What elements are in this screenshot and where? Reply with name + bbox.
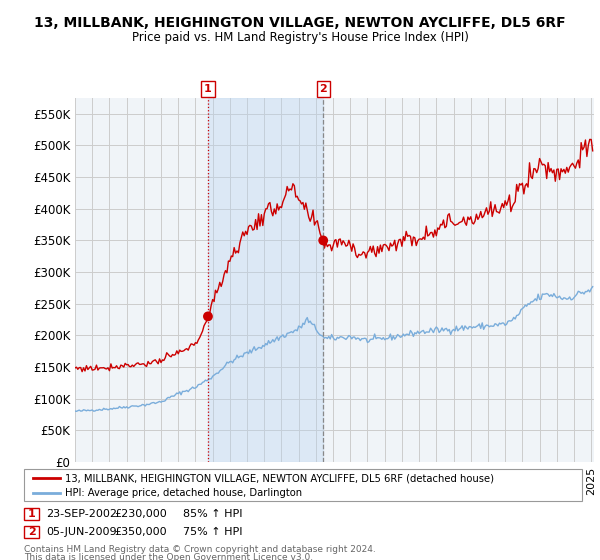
Text: 13, MILLBANK, HEIGHINGTON VILLAGE, NEWTON AYCLIFFE, DL5 6RF: 13, MILLBANK, HEIGHINGTON VILLAGE, NEWTO… <box>34 16 566 30</box>
Text: 75% ↑ HPI: 75% ↑ HPI <box>183 527 242 537</box>
Text: Price paid vs. HM Land Registry's House Price Index (HPI): Price paid vs. HM Land Registry's House … <box>131 31 469 44</box>
Text: 05-JUN-2009: 05-JUN-2009 <box>46 527 117 537</box>
Text: Contains HM Land Registry data © Crown copyright and database right 2024.: Contains HM Land Registry data © Crown c… <box>24 545 376 554</box>
Text: 2: 2 <box>28 527 35 537</box>
Point <box>203 312 213 321</box>
Text: 1: 1 <box>28 509 35 519</box>
Text: £230,000: £230,000 <box>114 509 167 519</box>
Text: 13, MILLBANK, HEIGHINGTON VILLAGE, NEWTON AYCLIFFE, DL5 6RF (detached house): 13, MILLBANK, HEIGHINGTON VILLAGE, NEWTO… <box>65 473 494 483</box>
Text: 2: 2 <box>319 84 327 94</box>
Text: 1: 1 <box>204 84 212 94</box>
Bar <box>208 98 323 462</box>
Text: 85% ↑ HPI: 85% ↑ HPI <box>183 509 242 519</box>
Text: £350,000: £350,000 <box>114 527 167 537</box>
Text: HPI: Average price, detached house, Darlington: HPI: Average price, detached house, Darl… <box>65 488 302 498</box>
Text: This data is licensed under the Open Government Licence v3.0.: This data is licensed under the Open Gov… <box>24 553 313 560</box>
Point <box>319 236 328 245</box>
Text: 23-SEP-2002: 23-SEP-2002 <box>46 509 117 519</box>
